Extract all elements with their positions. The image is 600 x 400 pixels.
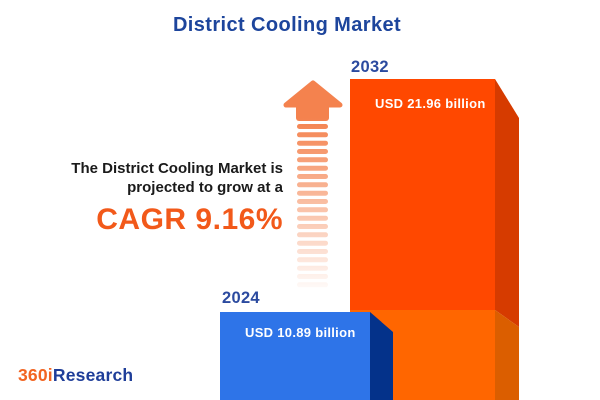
bar-2024-face xyxy=(220,312,370,400)
logo-text-360i: 360i xyxy=(18,365,53,385)
projection-line-2: projected to grow at a xyxy=(127,178,283,196)
bar-2032-side-upper xyxy=(495,79,519,327)
brand-logo: 360iResearch xyxy=(18,365,133,386)
logo-text-research: Research xyxy=(52,365,134,385)
bar-2032-face-upper xyxy=(350,79,495,310)
projection-line-1: The District Cooling Market is xyxy=(71,160,283,177)
bar-2032-side-lower xyxy=(495,310,519,400)
value-label-2032: USD 21.96 billion xyxy=(375,96,486,111)
arrow-head xyxy=(283,80,343,108)
bar-2024 xyxy=(220,312,393,400)
bar-2024-side xyxy=(370,312,393,400)
cagr-value: CAGR 9.16% xyxy=(96,203,283,236)
value-label-2024: USD 10.89 billion xyxy=(245,325,356,340)
growth-arrow-icon xyxy=(283,80,343,288)
projection-text-block: The District Cooling Market is projected… xyxy=(3,160,283,237)
page-title: District Cooling Market xyxy=(172,14,402,36)
arrow-fade-stripes xyxy=(297,124,328,288)
year-label-2024: 2024 xyxy=(222,289,260,307)
year-label-2032: 2032 xyxy=(351,58,389,76)
arrow-neck xyxy=(296,104,329,121)
